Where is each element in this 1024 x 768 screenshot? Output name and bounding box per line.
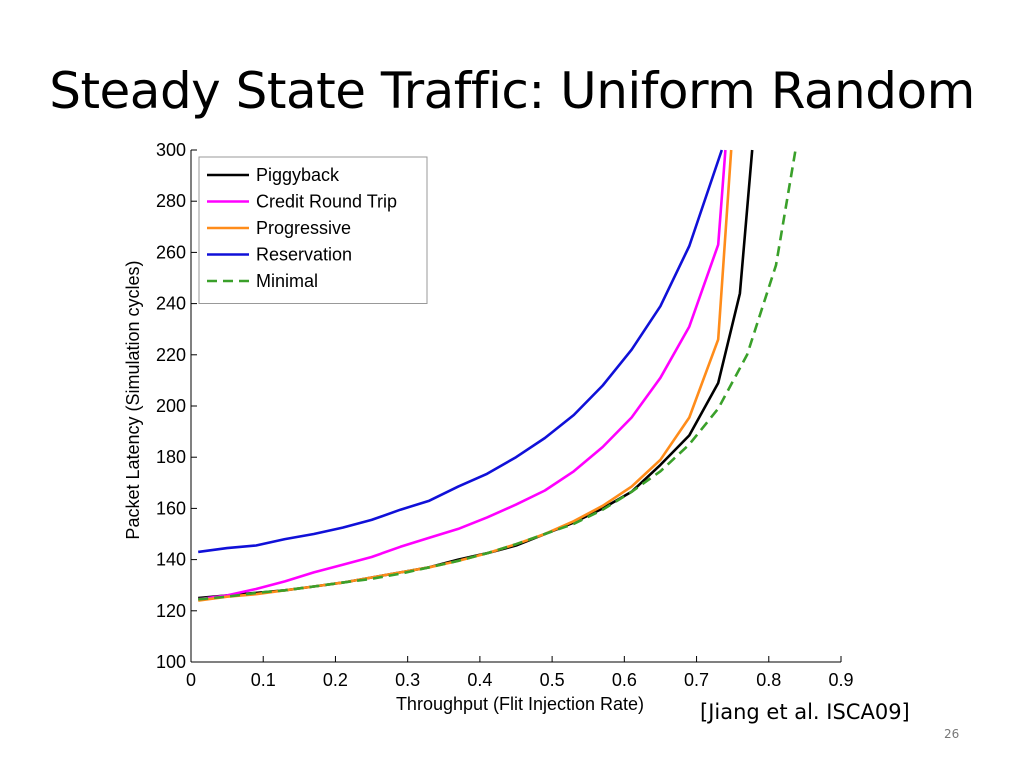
series-lines — [198, 149, 797, 602]
page-number: 26 — [944, 727, 960, 741]
y-tick-label: 240 — [156, 294, 186, 314]
x-tick-label: 0.5 — [540, 670, 565, 690]
y-tick-label: 220 — [156, 345, 186, 365]
y-tick-label: 140 — [156, 550, 186, 570]
x-tick-label: 0.6 — [612, 670, 637, 690]
x-tick-label: 0 — [186, 670, 196, 690]
legend: Piggyback Credit Round Trip Progressive Res… — [198, 156, 428, 304]
x-tick-label: 0.1 — [251, 670, 276, 690]
series-line-reservation — [198, 149, 724, 554]
citation: [Jiang et al. ISCA09] — [700, 700, 910, 724]
x-axis-label: Throughput (Flit Injection Rate) — [396, 694, 644, 714]
y-tick-label: 200 — [156, 396, 186, 416]
x-tick-label: 0.9 — [828, 670, 853, 690]
y-tick-label: 100 — [156, 652, 186, 672]
legend-label: Reservation — [256, 245, 352, 265]
slide-title: Steady State Traffic: Uniform Random — [49, 62, 975, 120]
series-line-credit-round-trip — [198, 149, 727, 601]
y-tick-label: 260 — [156, 242, 186, 262]
legend-label: Progressive — [256, 218, 351, 238]
x-tick-label: 0.3 — [395, 670, 420, 690]
y-tick-label: 280 — [156, 191, 186, 211]
x-tick-label: 0.7 — [684, 670, 709, 690]
x-tick-label: 0.8 — [756, 670, 781, 690]
y-tick-label: 300 — [156, 140, 186, 160]
y-tick-label: 160 — [156, 498, 186, 518]
legend-label: Minimal — [256, 271, 318, 291]
legend-label: Credit Round Trip — [256, 192, 397, 212]
y-axis-label: Packet Latency (Simulation cycles) — [123, 260, 143, 539]
legend-box — [198, 156, 428, 304]
y-tick-label: 180 — [156, 447, 186, 467]
y-axis: 100 120 140 160 180 200 220 240 260 280 300 — [156, 140, 197, 672]
series-line-minimal — [198, 149, 797, 601]
x-tick-label: 0.4 — [467, 670, 492, 690]
x-tick-label: 0.2 — [323, 670, 348, 690]
x-axis: 0 0.1 0.2 0.3 0.4 0.5 0.6 0.7 0.8 0.9 — [186, 656, 854, 690]
y-tick-label: 120 — [156, 601, 186, 621]
legend-label: Piggyback — [256, 165, 340, 185]
